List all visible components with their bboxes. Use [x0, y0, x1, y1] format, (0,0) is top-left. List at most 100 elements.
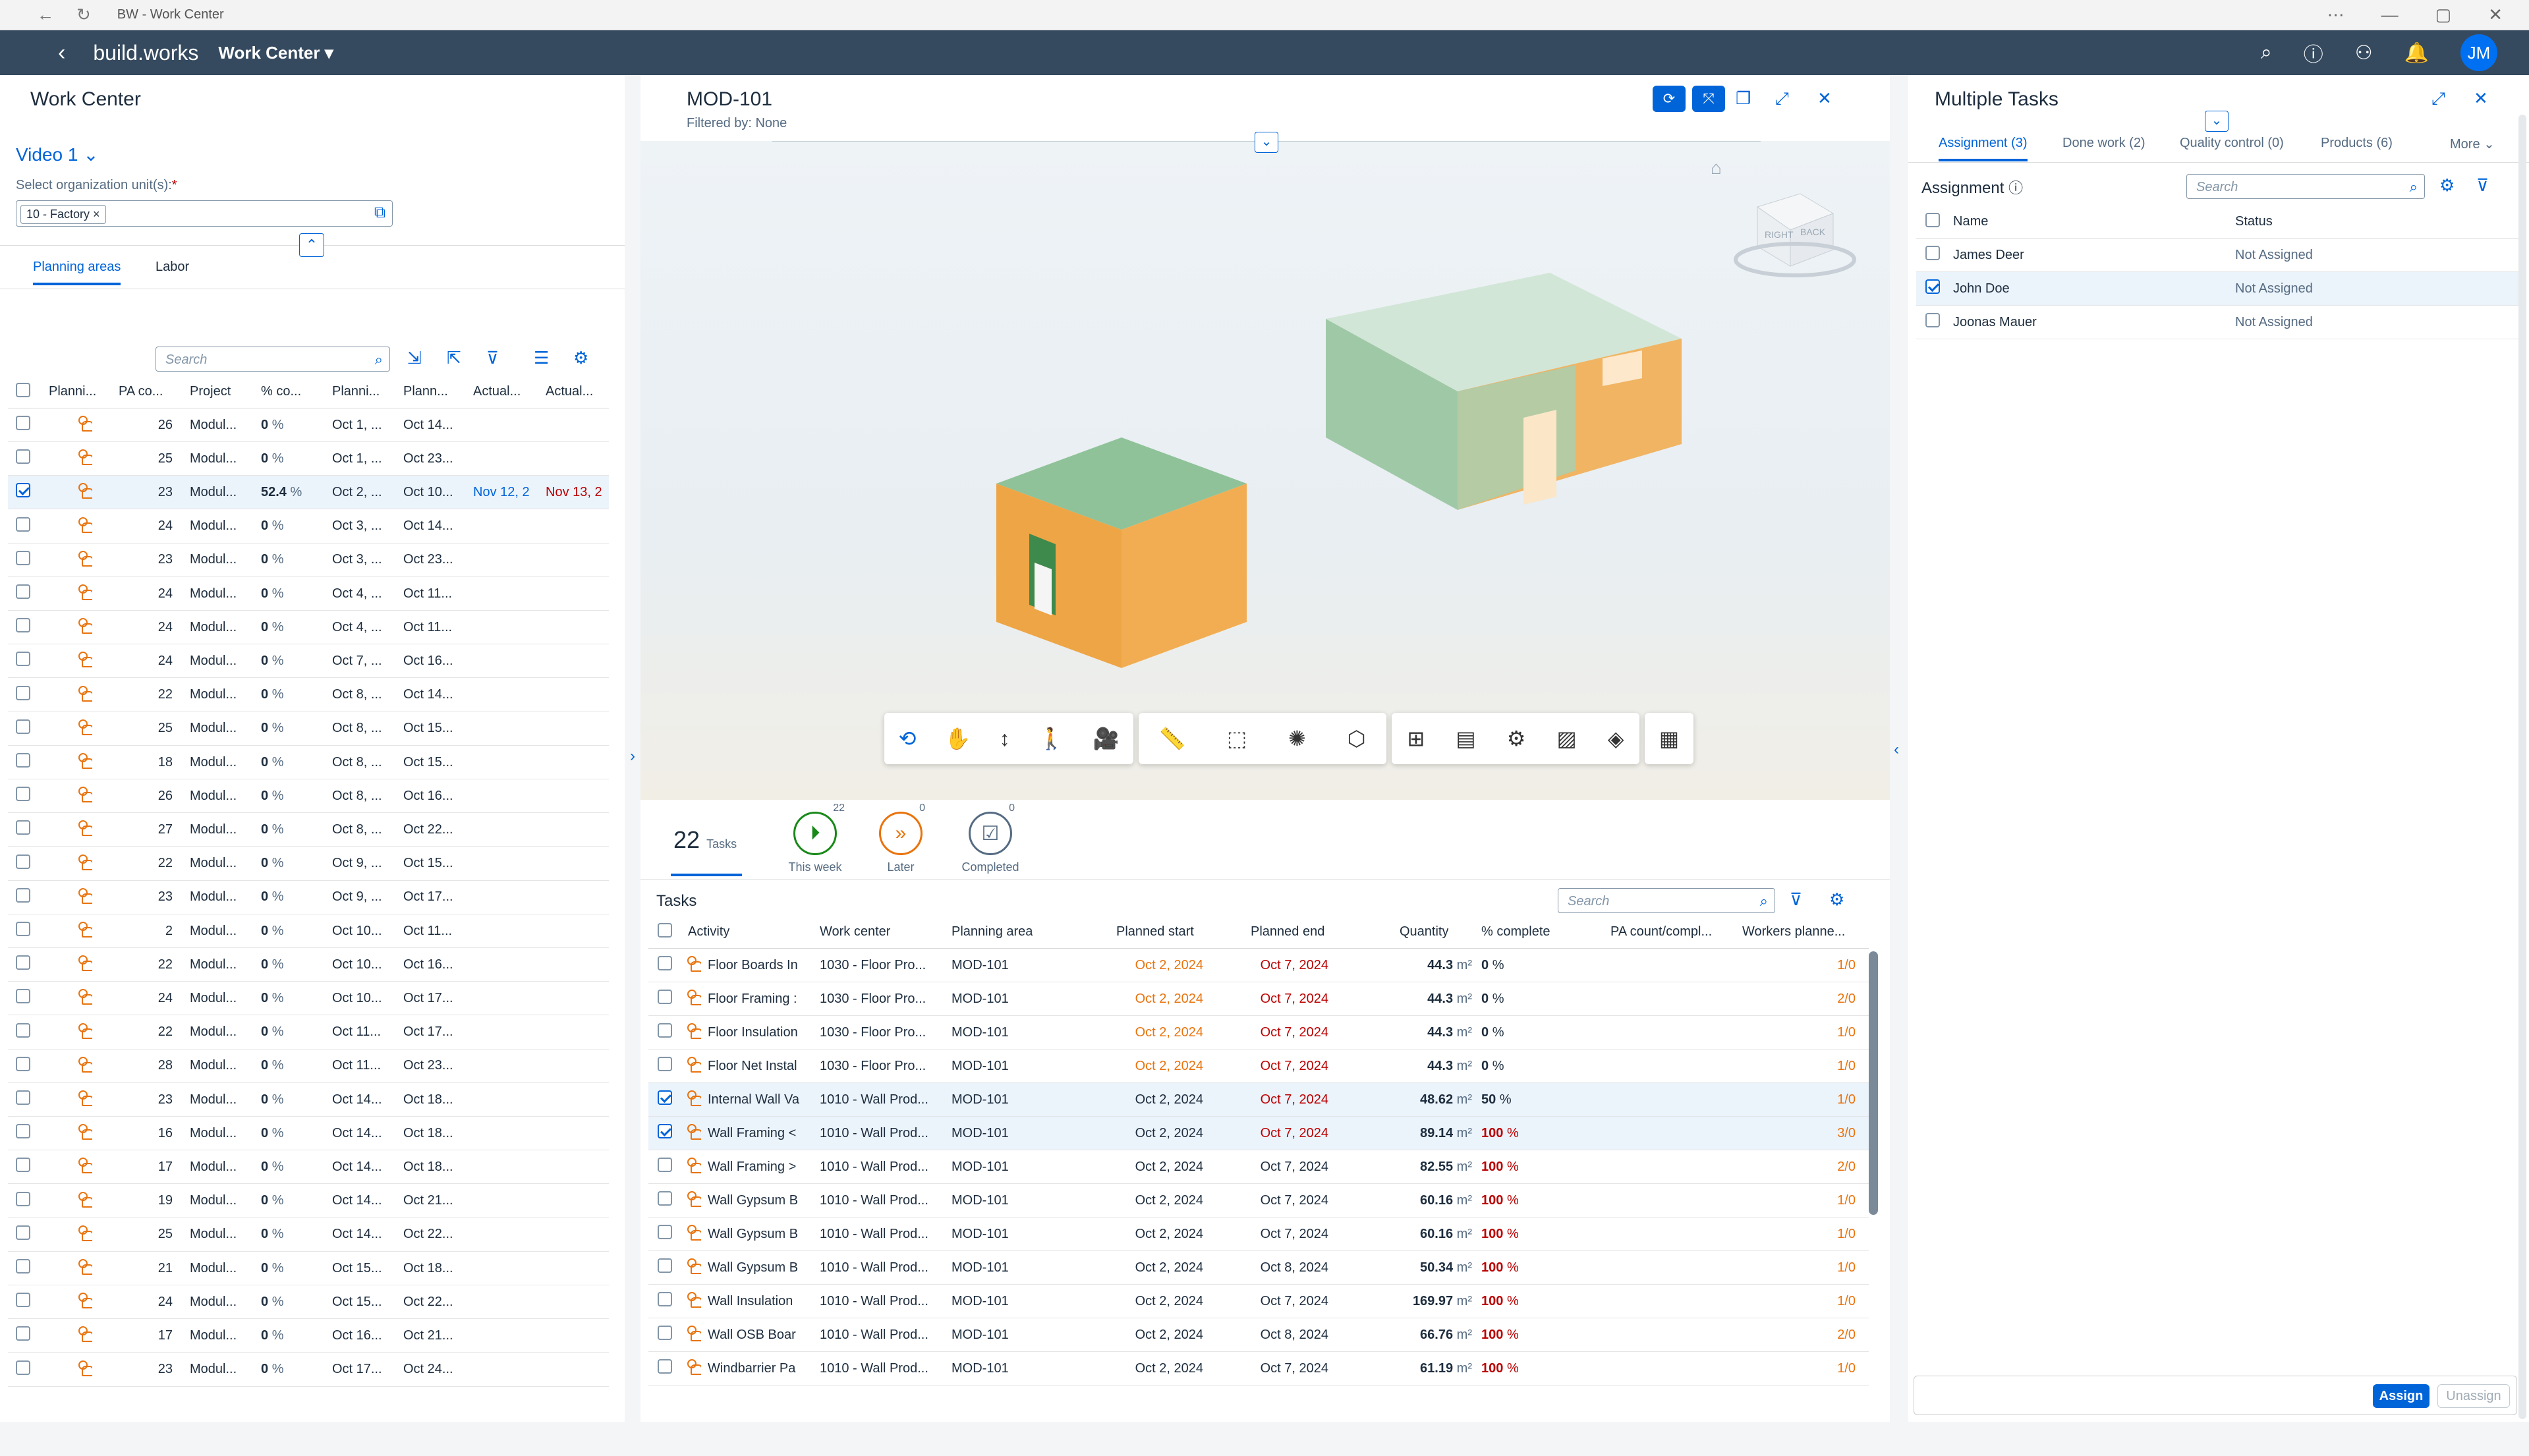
row-checkbox[interactable] [16, 887, 30, 903]
org-token[interactable]: 10 - Factory × [20, 205, 106, 224]
row-checkbox[interactable] [16, 719, 30, 734]
row-checkbox[interactable] [658, 1225, 672, 1239]
table-row[interactable]: 26 Modul... 0 % Oct 1, ... Oct 14... [8, 408, 609, 442]
row-checkbox[interactable] [1925, 313, 1940, 327]
clear-filter-icon[interactable]: ⊽ [486, 348, 499, 368]
table-row[interactable]: 28 Modul... 0 % Oct 11... Oct 23... [8, 1050, 609, 1083]
properties-icon[interactable]: ▤ [1456, 727, 1476, 750]
col-header[interactable]: PA co... [119, 384, 163, 399]
image-icon[interactable]: ▨ [1556, 727, 1577, 750]
table-row[interactable]: 23 Modul... 0 % Oct 9, ... Oct 17... [8, 881, 609, 914]
search-icon[interactable]: ⌕ [2409, 179, 2418, 195]
table-row[interactable]: 2 Modul... 0 % Oct 10... Oct 11... [8, 914, 609, 948]
row-checkbox[interactable] [16, 1293, 30, 1308]
col-header[interactable]: % complete [1481, 924, 1550, 939]
table-row[interactable]: 23 Modul... 52.4 % Oct 2, ... Oct 10... Nov 1… [8, 476, 609, 510]
col-header[interactable]: Planned start [1116, 924, 1194, 939]
activity[interactable]: Internal Wall Va [708, 1092, 799, 1107]
row-checkbox[interactable] [16, 922, 30, 936]
row-checkbox[interactable] [16, 1124, 30, 1139]
table-row[interactable]: 24 Modul... 0 % Oct 4, ... Oct 11... [8, 577, 609, 611]
layers-icon[interactable]: ◈ [1607, 727, 1624, 750]
col-header[interactable]: Planni... [332, 384, 380, 399]
logo[interactable]: build.works [93, 40, 199, 65]
activity[interactable]: Wall Insulation [708, 1293, 793, 1308]
row-checkbox[interactable] [658, 1124, 672, 1138]
row-checkbox[interactable] [16, 685, 30, 700]
row-checkbox[interactable] [16, 517, 30, 532]
table-row[interactable]: 17 Modul... 0 % Oct 16... Oct 21... [8, 1319, 609, 1353]
row-checkbox[interactable] [16, 584, 30, 599]
activity[interactable]: Wall Framing < [708, 1125, 797, 1140]
variant-selector[interactable]: Video 1 ⌄ [16, 144, 99, 165]
row-checkbox[interactable] [658, 1057, 672, 1071]
isolate-button[interactable]: ⤧ [1692, 86, 1725, 112]
activity[interactable]: Floor Insulation [708, 1024, 798, 1040]
collapse-icon[interactable]: ⇱ [447, 348, 461, 368]
app-switcher[interactable]: Work Center ▾ [218, 42, 333, 63]
activity[interactable]: Wall Gypsum B [708, 1260, 799, 1275]
table-row[interactable]: 22 Modul... 0 % Oct 8, ... Oct 14... [8, 679, 609, 712]
table-row[interactable]: 24 Modul... 0 % Oct 7, ... Oct 16... [8, 644, 609, 679]
tasks-search-input[interactable]: Search ⌕ [1558, 888, 1775, 913]
row-checkbox[interactable] [658, 956, 672, 970]
select-all-checkbox[interactable] [658, 922, 672, 938]
table-row[interactable]: 24 Modul... 0 % Oct 10... Oct 17... [8, 982, 609, 1016]
info-icon[interactable]: ⓘ [2008, 180, 2024, 196]
table-row[interactable]: 24 Modul... 0 % Oct 3, ... Oct 14... [8, 510, 609, 544]
tab-planning-areas[interactable]: Planning areas [33, 260, 121, 285]
row-checkbox[interactable] [16, 1158, 30, 1173]
activity[interactable]: Wall Gypsum B [708, 1192, 799, 1208]
gear-icon[interactable]: ⚙ [1829, 889, 1845, 909]
orbit-icon[interactable]: ⟲ [898, 727, 917, 750]
col-header[interactable]: Plann... [403, 384, 448, 399]
value-help-icon[interactable]: ⧉ [374, 204, 385, 221]
tasks-count[interactable]: 22 Tasks [673, 826, 737, 854]
row-checkbox[interactable] [16, 449, 30, 464]
table-row[interactable]: 22 Modul... 0 % Oct 10... Oct 16... [8, 948, 609, 982]
back-icon[interactable]: ← [37, 5, 54, 24]
activity[interactable]: Wall Framing > [708, 1159, 797, 1174]
row-checkbox[interactable] [16, 618, 30, 633]
search-icon[interactable]: ⌕ [374, 351, 383, 368]
expand-panel-icon[interactable]: › [630, 747, 635, 765]
section-icon[interactable]: ⬚ [1227, 727, 1247, 750]
row-checkbox[interactable] [16, 753, 30, 768]
table-row[interactable]: 25 Modul... 0 % Oct 1, ... Oct 23... [8, 442, 609, 476]
select-all-checkbox[interactable] [16, 382, 30, 397]
table-row[interactable]: Floor Boards In 1030 - Floor Pro... MOD-10… [648, 949, 1869, 982]
col-header[interactable]: Project [190, 384, 231, 399]
activity[interactable]: Wall OSB Boar [708, 1327, 796, 1342]
row-checkbox[interactable] [16, 652, 30, 667]
table-row[interactable]: 27 Modul... 0 % Oct 8, ... Oct 22... [8, 813, 609, 847]
row-checkbox[interactable] [16, 1056, 30, 1071]
clear-filter-icon[interactable]: ⊽ [1790, 889, 1803, 909]
table-row[interactable]: Wall Framing < 1010 - Wall Prod... MOD-101… [648, 1117, 1869, 1150]
tab-labor[interactable]: Labor [156, 260, 190, 274]
table-row[interactable]: 18 Modul... 0 % Oct 8, ... Oct 15... [8, 746, 609, 779]
sync-button[interactable]: ⟳ [1653, 86, 1686, 112]
assign-button[interactable]: Assign [2373, 1384, 2430, 1408]
table-row[interactable]: 21 Modul... 0 % Oct 15... Oct 18... [8, 1252, 609, 1285]
table-row[interactable]: Windbarrier Pa 1010 - Wall Prod... MOD-101… [648, 1352, 1869, 1386]
table-row[interactable]: 24 Modul... 0 % Oct 15... Oct 22... [8, 1285, 609, 1320]
row-checkbox[interactable] [658, 1359, 672, 1374]
col-header[interactable]: PA count/compl... [1610, 924, 1713, 939]
kpi-completed[interactable]: 0 ☑ Completed [948, 802, 1033, 874]
clear-filter-icon[interactable]: ⊽ [2476, 175, 2489, 195]
collapse-header-button[interactable]: ⌃ [299, 233, 324, 257]
scrollbar[interactable] [1869, 951, 1878, 1215]
row-checkbox[interactable] [16, 787, 30, 802]
reload-icon[interactable]: ↻ [76, 5, 91, 24]
activity[interactable]: Floor Net Instal [708, 1058, 797, 1073]
table-row[interactable]: 22 Modul... 0 % Oct 11... Oct 17... [8, 1016, 609, 1050]
row-checkbox[interactable] [16, 854, 30, 869]
row-checkbox[interactable] [658, 1023, 672, 1038]
apps-icon[interactable]: ▦ [1659, 727, 1680, 750]
tab-quality-control[interactable]: Quality control (0) [2180, 136, 2284, 150]
list-item[interactable]: John Doe Not Assigned [1916, 272, 2518, 306]
activity[interactable]: Floor Framing : [708, 991, 797, 1006]
row-checkbox[interactable] [16, 483, 30, 498]
structure-icon[interactable]: ⊞ [1407, 727, 1425, 750]
table-row[interactable]: 17 Modul... 0 % Oct 14... Oct 18... [8, 1150, 609, 1185]
